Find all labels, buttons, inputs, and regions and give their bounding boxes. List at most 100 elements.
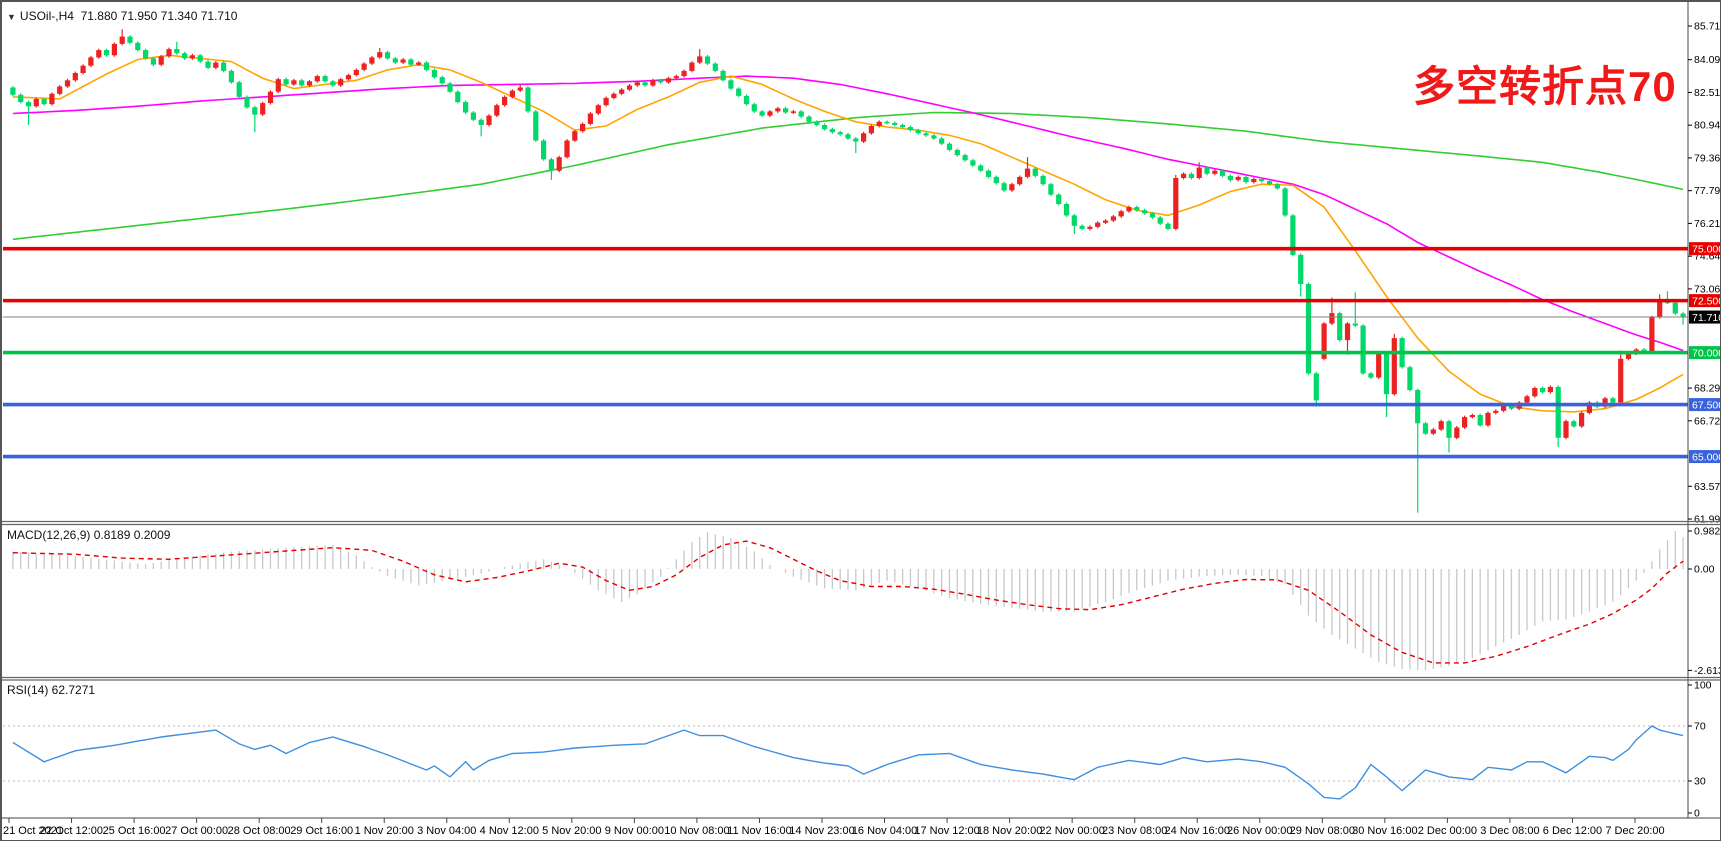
- candle-body: [509, 90, 515, 97]
- candle-body: [1602, 398, 1608, 407]
- price-tick-label: 80.940: [1694, 120, 1721, 132]
- candle-body: [361, 63, 367, 70]
- candle-body: [1227, 175, 1233, 181]
- candle-body: [1118, 211, 1124, 217]
- candle-body: [228, 70, 234, 83]
- price-tick-label: 73.065: [1694, 283, 1721, 295]
- candle-body: [1165, 223, 1171, 229]
- macd-panel[interactable]: [12, 530, 1684, 671]
- candle-body: [502, 96, 508, 106]
- candle-body: [525, 87, 531, 112]
- symbol-dropdown-icon[interactable]: ▼: [7, 12, 16, 22]
- candle-body: [1446, 421, 1452, 438]
- candle-body: [1493, 410, 1499, 413]
- candle-body: [619, 89, 625, 94]
- candle-body: [205, 61, 211, 68]
- time-tick-label: 3 Nov 04:00: [417, 825, 476, 837]
- candle-body: [1376, 352, 1382, 378]
- price-tick-label: 66.720: [1694, 415, 1721, 427]
- chart-annotation-text[interactable]: 多空转折点70: [1413, 63, 1677, 110]
- candle-body: [1235, 176, 1241, 180]
- candle-body: [1181, 173, 1187, 178]
- candle-body: [806, 116, 812, 122]
- price-axis-strip[interactable]: [1688, 1, 1721, 841]
- time-tick-label: 9 Nov 00:00: [605, 825, 664, 837]
- candle-body: [1126, 207, 1132, 212]
- time-tick-label: 29 Nov 08:00: [1290, 825, 1355, 837]
- candles-layer: [10, 29, 1686, 513]
- candle-body: [783, 108, 789, 113]
- candle-body: [88, 57, 94, 66]
- candle-body: [743, 95, 750, 105]
- candle-body: [650, 80, 656, 86]
- candle-body: [408, 59, 414, 65]
- candle-body: [1649, 317, 1655, 352]
- main-price-panel[interactable]: [12, 54, 1684, 413]
- candle-body: [1337, 313, 1343, 341]
- candle-body: [291, 80, 297, 85]
- time-tick-label: 10 Nov 08:00: [664, 825, 729, 837]
- macd-indicator-label: MACD(12,26,9) 0.8189 0.2009: [7, 528, 171, 542]
- candle-body: [853, 138, 859, 142]
- candle-body: [64, 80, 71, 87]
- candle-body: [1501, 405, 1507, 411]
- candle-body: [494, 105, 500, 116]
- candle-body: [384, 52, 391, 59]
- candle-body: [861, 133, 867, 142]
- candle-body: [1524, 396, 1530, 403]
- candle-body: [49, 93, 55, 105]
- candle-body: [213, 62, 219, 68]
- candle-body: [1625, 353, 1632, 359]
- candle-body: [548, 159, 554, 171]
- candle-body: [80, 65, 86, 73]
- price-tick-label: 84.090: [1694, 54, 1721, 66]
- candle-body: [673, 76, 679, 79]
- candle-body: [1243, 176, 1249, 183]
- candle-body: [962, 155, 968, 161]
- price-tick-label: 63.570: [1694, 481, 1721, 493]
- candle-body: [931, 135, 937, 139]
- candle-body: [1344, 323, 1351, 341]
- time-tick-label: 28 Oct 08:00: [228, 825, 291, 837]
- candle-body: [681, 70, 687, 77]
- candle-body: [1298, 254, 1304, 284]
- candle-body: [1547, 386, 1553, 393]
- candle-body: [1571, 421, 1577, 427]
- rsi-axis-label: 70: [1694, 721, 1706, 733]
- candle-body: [1477, 415, 1483, 426]
- candle-body: [392, 58, 398, 63]
- candle-body: [736, 88, 742, 96]
- candle-body: [478, 119, 484, 125]
- candle-body: [1149, 213, 1155, 218]
- candle-body: [1173, 178, 1179, 229]
- candle-body: [1391, 338, 1397, 395]
- candle-body: [595, 105, 601, 114]
- candle-body: [978, 165, 984, 171]
- candle-body: [1579, 412, 1585, 427]
- candle-body: [1071, 215, 1077, 226]
- candle-body: [1657, 301, 1663, 318]
- candle-body: [634, 82, 640, 86]
- time-tick-label: 2 Dec 00:00: [1418, 825, 1477, 837]
- candle-body: [603, 97, 609, 106]
- candle-body: [18, 94, 24, 103]
- candle-body: [267, 91, 274, 104]
- candle-body: [923, 133, 929, 136]
- candle-body: [244, 96, 250, 108]
- candle-body: [1134, 207, 1140, 211]
- candle-body: [96, 50, 102, 58]
- time-tick-label: 29 Oct 16:00: [290, 825, 353, 837]
- candle-body: [907, 127, 913, 131]
- rsi-panel[interactable]: [3, 725, 1688, 800]
- candle-body: [252, 107, 258, 115]
- current-price-label: 71.710: [1692, 312, 1721, 324]
- candle-body: [697, 56, 703, 63]
- candle-body: [665, 78, 672, 83]
- time-tick-label: 30 Nov 16:00: [1352, 825, 1417, 837]
- time-tick-label: 22 Nov 00:00: [1039, 825, 1104, 837]
- candle-body: [900, 125, 906, 128]
- candle-body: [369, 57, 375, 64]
- candle-body: [338, 79, 344, 86]
